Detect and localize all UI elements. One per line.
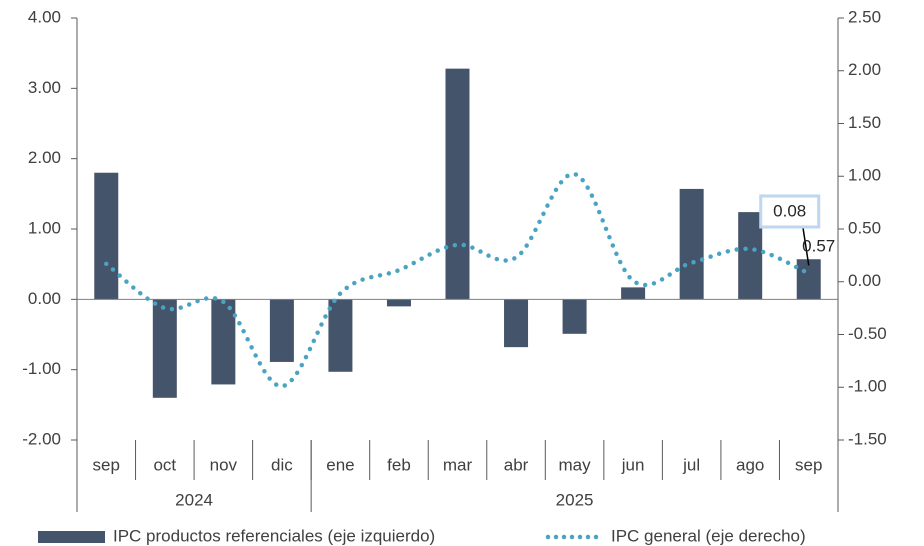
bar xyxy=(796,259,821,300)
bar xyxy=(94,172,119,300)
y2-tick-label: -1.50 xyxy=(848,429,887,448)
y-tick-label: 0.00 xyxy=(28,289,61,308)
group-label: 2024 xyxy=(175,490,213,509)
y2-tick-label: -1.00 xyxy=(848,377,887,396)
y2-tick-label: 1.50 xyxy=(848,113,881,132)
x-tick-label: oct xyxy=(153,455,176,474)
y2-tick-label: 0.50 xyxy=(848,218,881,237)
x-tick-label: sep xyxy=(93,455,120,474)
label-leader xyxy=(801,225,810,266)
bar xyxy=(562,299,587,334)
y-tick-label: 4.00 xyxy=(28,7,61,26)
bar xyxy=(211,299,236,385)
label-box xyxy=(759,194,821,229)
y2-tick-label: 2.50 xyxy=(848,7,881,26)
y-tick-label: 3.00 xyxy=(28,78,61,97)
y-tick-label: -1.00 xyxy=(22,359,61,378)
y2-tick-label: -0.50 xyxy=(848,324,887,343)
legend-label: IPC productos referenciales (eje izquier… xyxy=(113,526,435,545)
x-tick-label: ago xyxy=(736,455,764,474)
x-tick-label: nov xyxy=(210,455,238,474)
bar xyxy=(152,299,177,398)
group-label: 2025 xyxy=(556,490,594,509)
legend-label: IPC general (eje derecho) xyxy=(611,526,806,545)
bar xyxy=(269,299,294,362)
x-tick-label: abr xyxy=(504,455,529,474)
y2-tick-label: 1.00 xyxy=(848,166,881,185)
bar xyxy=(621,287,646,300)
legend-swatch xyxy=(38,531,105,543)
x-tick-label: mar xyxy=(443,455,473,474)
bar xyxy=(386,299,411,307)
x-tick-label: ene xyxy=(326,455,354,474)
x-tick-label: jun xyxy=(621,455,645,474)
y2-tick-label: 2.00 xyxy=(848,60,881,79)
x-tick-label: dic xyxy=(271,455,293,474)
y2-tick-label: 0.00 xyxy=(848,271,881,290)
data-label: 0.57 xyxy=(802,236,835,255)
y-tick-label: 2.00 xyxy=(28,148,61,167)
y-tick-label: 1.00 xyxy=(28,218,61,237)
bar xyxy=(679,188,704,300)
x-tick-label: feb xyxy=(387,455,411,474)
x-tick-label: may xyxy=(559,455,592,474)
y-tick-label: -2.00 xyxy=(22,429,61,448)
bar xyxy=(445,68,470,300)
bar xyxy=(504,299,529,348)
x-tick-label: jul xyxy=(682,455,700,474)
bar xyxy=(738,212,763,300)
x-tick-label: sep xyxy=(795,455,822,474)
data-label: 0.08 xyxy=(773,201,806,220)
bar xyxy=(328,299,353,372)
